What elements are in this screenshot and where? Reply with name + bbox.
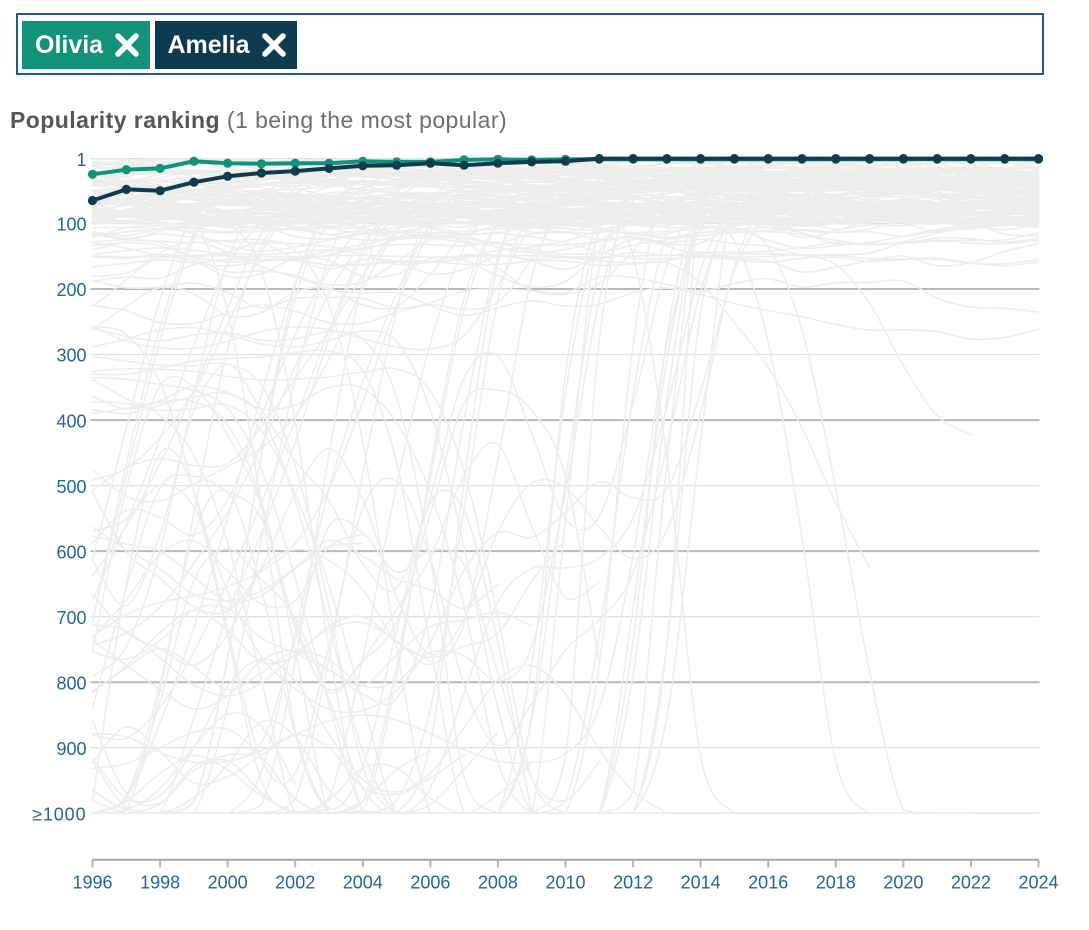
svg-text:900: 900	[56, 739, 86, 759]
svg-text:700: 700	[56, 608, 86, 628]
svg-text:2022: 2022	[951, 873, 991, 893]
svg-text:2018: 2018	[816, 873, 856, 893]
svg-text:600: 600	[56, 542, 86, 562]
svg-text:1996: 1996	[72, 873, 112, 893]
svg-text:400: 400	[56, 411, 86, 431]
svg-text:2000: 2000	[208, 873, 248, 893]
svg-text:2008: 2008	[478, 873, 518, 893]
svg-text:2020: 2020	[883, 873, 923, 893]
svg-text:100: 100	[56, 215, 86, 235]
svg-text:1: 1	[76, 150, 86, 170]
svg-text:800: 800	[56, 673, 86, 693]
svg-text:200: 200	[56, 280, 86, 300]
svg-text:2006: 2006	[410, 873, 450, 893]
svg-text:2004: 2004	[343, 873, 383, 893]
svg-text:2014: 2014	[681, 873, 721, 893]
svg-text:2012: 2012	[613, 873, 653, 893]
svg-text:1998: 1998	[140, 873, 180, 893]
svg-text:2010: 2010	[545, 873, 585, 893]
svg-text:300: 300	[56, 346, 86, 366]
svg-text:2016: 2016	[748, 873, 788, 893]
svg-text:2024: 2024	[1018, 873, 1058, 893]
svg-text:500: 500	[56, 477, 86, 497]
svg-text:≥1000: ≥1000	[32, 804, 86, 824]
svg-text:2002: 2002	[275, 873, 315, 893]
